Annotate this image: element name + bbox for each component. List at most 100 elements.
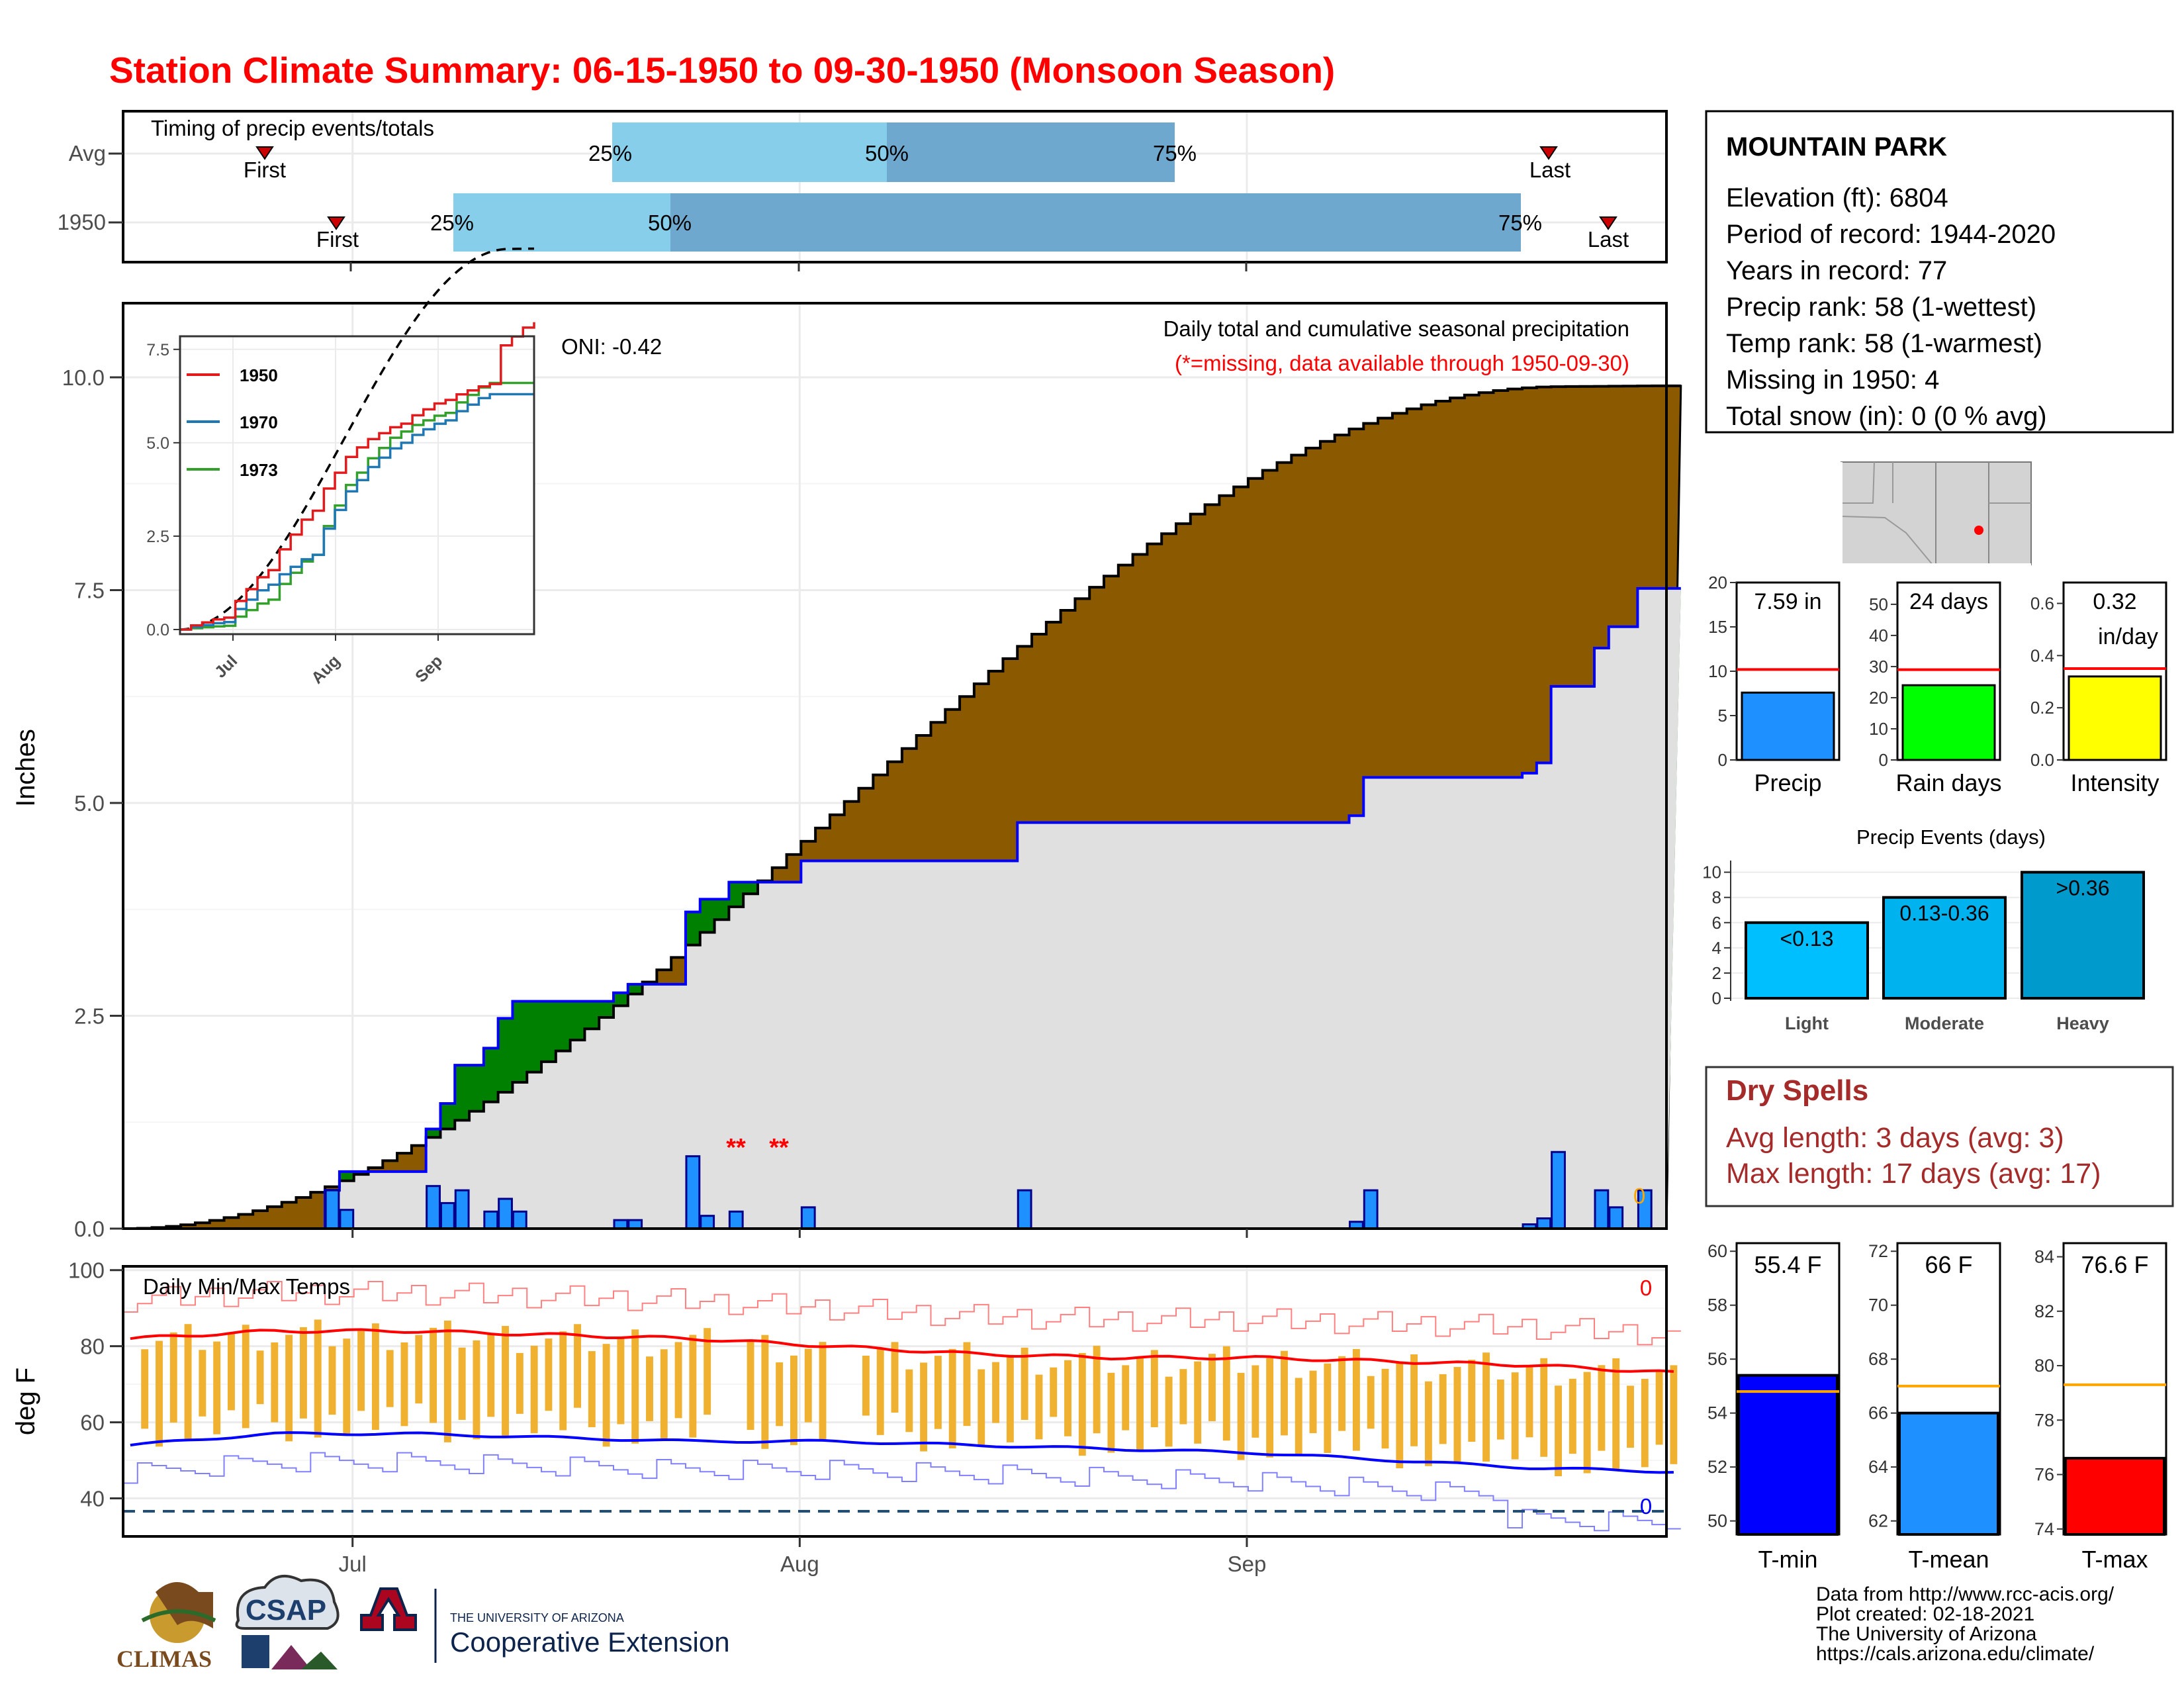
tick-label: 2.5: [146, 528, 169, 546]
daily-precip-bar: [512, 1210, 527, 1230]
summary-bar: [1741, 691, 1835, 761]
record-max-line: [123, 1280, 1681, 1346]
daily-temp-bar: [1194, 1361, 1202, 1444]
tick-label: 80: [2034, 1356, 2054, 1376]
first-marker-icon: [327, 216, 345, 230]
tick-label: 0.0: [2030, 750, 2054, 770]
tick-label: 7.5: [74, 579, 105, 603]
tick-label: 60: [80, 1411, 105, 1435]
daily-temp-bar: [516, 1352, 523, 1414]
dry-spells-avg: Avg length: 3 days (avg: 3): [1726, 1122, 2064, 1154]
tick-label: 0: [1718, 750, 1727, 770]
daily-temp-bar: [1165, 1376, 1173, 1447]
tick-label: 62: [1868, 1511, 1888, 1531]
daily-temp-bar: [602, 1344, 610, 1447]
daily-temp-bar: [430, 1327, 437, 1423]
tick-label: 5.0: [74, 791, 105, 816]
university-of-arizona-logo: THE UNIVERSITY OF ARIZONA Cooperative Ex…: [360, 1587, 730, 1663]
daily-temp-bar: [271, 1342, 279, 1423]
daily-temp-bar: [169, 1332, 177, 1423]
daily-precip-bar: [800, 1206, 816, 1230]
station-line: Years in record: 77: [1726, 256, 1947, 285]
daily-temp-bar: [1583, 1372, 1591, 1474]
daily-temp-bar: [704, 1328, 711, 1415]
summary-value: 7.59 in: [1754, 589, 1821, 614]
daily-temp-bar: [1424, 1381, 1432, 1466]
daily-precip-bar: [685, 1155, 701, 1230]
tick-label: 5.0: [146, 434, 169, 453]
average-cumulative-line: [123, 384, 1681, 1230]
daily-temp-bar: [487, 1333, 495, 1417]
average-max-line: [130, 1328, 1674, 1373]
season-summary-bars: 7.59 in Precip 0 5 10 15 20 24 days Rain days 0 10…: [1708, 573, 2167, 796]
station-info-box: MOUNTAIN PARK Elevation (ft): 6804 Perio…: [1705, 110, 2174, 434]
daily-temp-bar: [689, 1335, 697, 1438]
daily-temp-bar: [1367, 1376, 1375, 1429]
footer-line: Data from http://www.rcc-acis.org/: [1816, 1583, 2115, 1605]
station-line: Missing in 1950: 4: [1726, 365, 1939, 395]
tick-label: Aug: [780, 1552, 819, 1576]
daily-temp-bar: [473, 1340, 480, 1440]
temp-summary-value: 66 F: [1925, 1251, 1972, 1278]
temp-summary-value: 55.4 F: [1754, 1251, 1821, 1278]
daily-precip-bar: [1551, 1150, 1566, 1230]
event-label: Heavy: [2056, 1013, 2109, 1033]
temp-summary-label: T-mean: [1908, 1546, 1989, 1573]
summary-label: Rain days: [1895, 769, 2001, 796]
station-line: Temp rank: 58 (1-warmest): [1726, 329, 2042, 358]
dry-spells-max: Max length: 17 days (avg: 17): [1726, 1158, 2101, 1190]
tick-label: 78: [2034, 1410, 2054, 1430]
tick-label: 20: [1869, 688, 1888, 708]
daily-temp-bar: [876, 1348, 884, 1435]
event-range: >0.36: [2056, 876, 2110, 900]
timing-avg-q25-q50-bar: [612, 122, 887, 182]
climas-logo: CLIMAS: [116, 1582, 216, 1672]
timing-1950-q75: 75%: [1498, 211, 1542, 235]
date-x-axis: Jul Aug Sep: [339, 1229, 1266, 1576]
tick-label: 2.5: [74, 1004, 105, 1029]
daily-temp-bar: [371, 1323, 379, 1430]
temp-summary-bar: [1898, 1411, 1999, 1536]
daily-temp-bar: [617, 1336, 625, 1425]
inset-series-1950: [180, 322, 535, 631]
tick-label: 20: [1708, 573, 1727, 592]
precip-events-chart: Precip Events (days) 0 2 4 6 8 10 <0.13 Light 0.…: [1702, 825, 2145, 1033]
precip-missing-note: (*=missing, data available through 1950-…: [1175, 351, 1629, 375]
daily-temp-bar: [674, 1342, 682, 1419]
record-min-line: [123, 1452, 1681, 1532]
summary-label: Intensity: [2070, 769, 2159, 796]
timing-avg-q50-q75-bar: [887, 122, 1175, 182]
daily-temp-bar: [1122, 1365, 1130, 1430]
daily-temp-bar: [761, 1335, 769, 1449]
daily-temp-bar: [415, 1335, 423, 1404]
timing-avg-q75: 75%: [1153, 141, 1197, 165]
missing-mark: **: [769, 1134, 789, 1162]
daily-temp-bar: [530, 1345, 538, 1434]
daily-temp-bar: [400, 1342, 408, 1427]
page-title: Station Climate Summary: 06-15-1950 to 0…: [109, 50, 1335, 91]
precip-panel: 0.0 2.5 5.0 7.5 10.0 Inches Daily total and …: [11, 247, 1682, 1241]
tick-label: 6: [1712, 913, 1721, 933]
tick-label: 30: [1869, 657, 1888, 677]
temp-summary-bar: [2064, 1456, 2165, 1536]
tick-label: 70: [1868, 1295, 1888, 1315]
daily-temp-bar: [184, 1324, 192, 1440]
tick-label: 50: [1707, 1511, 1727, 1531]
timing-1950-last: Last: [1588, 227, 1629, 252]
average-min-line: [130, 1431, 1674, 1474]
daily-temp-bar: [545, 1338, 553, 1411]
daily-precip-bar: [439, 1201, 455, 1230]
tick-label: 40: [1869, 626, 1888, 645]
daily-temp-bar: [1655, 1372, 1663, 1445]
last-marker-icon: [1539, 146, 1558, 160]
daily-precip-bar: [339, 1209, 355, 1230]
event-bar: [1745, 921, 1869, 1000]
dry-spells-title: Dry Spells: [1726, 1074, 1868, 1107]
daily-temp-bar: [256, 1350, 264, 1405]
daily-temp-bar: [559, 1331, 567, 1430]
daily-temp-bar: [1641, 1379, 1649, 1468]
tick-label: 84: [2034, 1247, 2054, 1267]
daily-precip-bar: [1363, 1189, 1379, 1230]
tick-label: 10: [1702, 863, 1721, 882]
